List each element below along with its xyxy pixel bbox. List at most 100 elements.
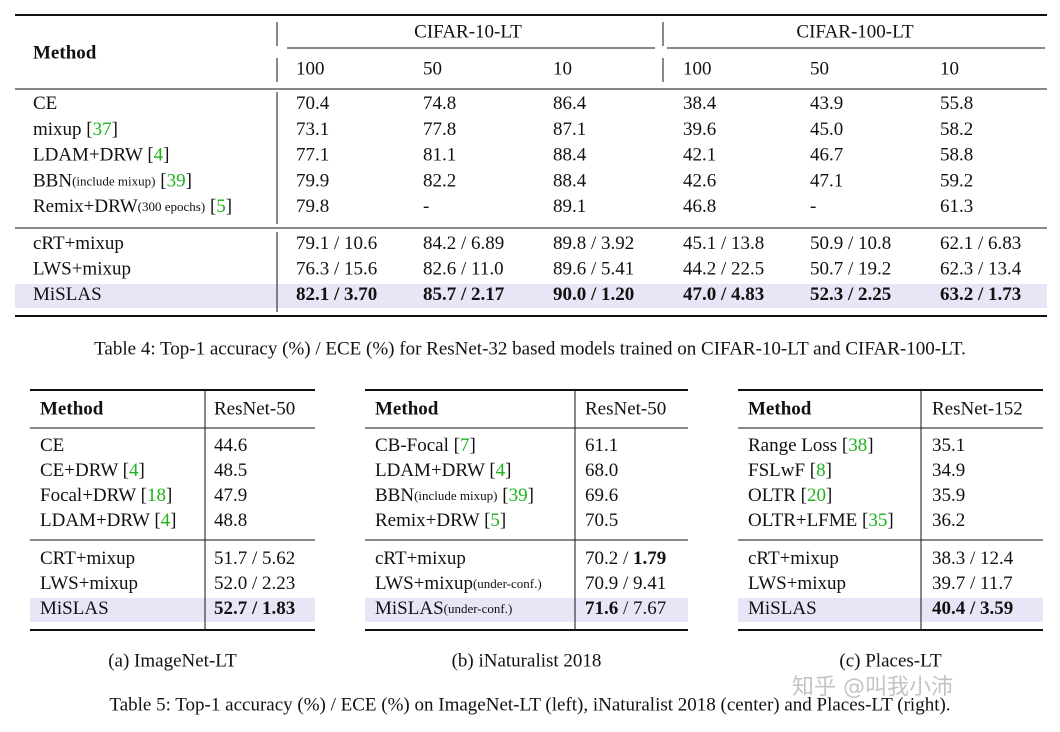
cell: 77.1 bbox=[296, 145, 329, 166]
text-run: 45.0 bbox=[810, 119, 843, 140]
text-run: LWS+mixup bbox=[748, 573, 846, 594]
text-run: 77.1 bbox=[296, 145, 329, 166]
text-run: ] bbox=[867, 435, 873, 456]
text-run: 69.6 bbox=[585, 485, 618, 506]
header-model: ResNet-50 bbox=[214, 398, 295, 419]
method-name: MiSLAS(under-conf.) bbox=[375, 598, 512, 619]
cell: 63.2 / 1.73 bbox=[940, 284, 1021, 305]
text-run: 44.2 / 22.5 bbox=[683, 259, 764, 280]
text-run: ] bbox=[166, 485, 172, 506]
cell: 47.1 bbox=[810, 171, 843, 192]
method-name: FSLwF [8] bbox=[748, 460, 832, 481]
cell: 48.5 bbox=[214, 460, 247, 481]
citation: 38 bbox=[848, 435, 867, 456]
cell: 73.1 bbox=[296, 119, 329, 140]
text-run: mixup [ bbox=[33, 119, 93, 140]
cell: 61.1 bbox=[585, 435, 618, 456]
cell: 51.7 / 5.62 bbox=[214, 548, 295, 569]
text-run: 1.79 bbox=[633, 548, 666, 569]
citation: 37 bbox=[93, 119, 112, 140]
text-run: 48.8 bbox=[214, 510, 247, 531]
method-name: Remix+DRW(300 epochs) [5] bbox=[33, 197, 232, 218]
cell: 87.1 bbox=[553, 119, 586, 140]
text-run: ] bbox=[528, 485, 534, 506]
cell: - bbox=[810, 197, 816, 218]
cell: 38.3 / 12.4 bbox=[932, 548, 1014, 569]
method-name: LDAM+DRW [4] bbox=[33, 145, 170, 166]
text-run: 89.6 / 5.41 bbox=[553, 259, 634, 280]
cell: 47.9 bbox=[214, 485, 247, 506]
text-run: LWS+mixup bbox=[375, 573, 473, 594]
header-ratio: 10 bbox=[553, 58, 572, 79]
cell: 86.4 bbox=[553, 93, 587, 114]
text-run: 79.9 bbox=[296, 171, 329, 192]
cell: 82.6 / 11.0 bbox=[423, 259, 504, 280]
text-run: ] bbox=[226, 197, 232, 218]
method-name: Remix+DRW [5] bbox=[375, 510, 506, 531]
cell: 71.6 / 7.67 bbox=[585, 598, 666, 619]
text-run: 39.6 bbox=[683, 119, 716, 140]
citation: 20 bbox=[807, 485, 826, 506]
cell: 44.2 / 22.5 bbox=[683, 259, 764, 280]
citation: 39 bbox=[509, 485, 528, 506]
citation: 4 bbox=[129, 460, 139, 481]
text-run: CRT+mixup bbox=[40, 548, 135, 569]
text-run: ] bbox=[139, 460, 145, 481]
cell: 47.0 / 4.83 bbox=[683, 284, 764, 305]
text-run: [ bbox=[205, 197, 216, 218]
method-name: Focal+DRW [18] bbox=[40, 485, 172, 506]
text-run: 52.0 / 2.23 bbox=[214, 573, 295, 594]
header-ratio: 50 bbox=[423, 58, 442, 79]
text-run: ] bbox=[887, 510, 893, 531]
text-run: 77.8 bbox=[423, 119, 456, 140]
text-run: 71.6 bbox=[585, 598, 618, 619]
text-run: CE bbox=[40, 435, 64, 456]
method-name: Range Loss [38] bbox=[748, 435, 874, 456]
cell: 46.7 bbox=[810, 145, 843, 166]
text-run: - bbox=[810, 197, 816, 218]
text-run: - bbox=[423, 197, 429, 218]
text-run: ] bbox=[469, 435, 475, 456]
text-run: MiSLAS bbox=[375, 598, 444, 619]
method-name: CE bbox=[33, 93, 57, 114]
text-run: ] bbox=[163, 145, 169, 166]
text-run: ] bbox=[186, 171, 192, 192]
text-run: 46.7 bbox=[810, 145, 843, 166]
text-run: 88.4 bbox=[553, 171, 587, 192]
text-run: 68.0 bbox=[585, 460, 618, 481]
text-run: OLTR+LFME [ bbox=[748, 510, 868, 531]
cell: 45.0 bbox=[810, 119, 843, 140]
text-run: 58.8 bbox=[940, 145, 973, 166]
text-run: 62.3 / 13.4 bbox=[940, 259, 1022, 280]
cell: 77.8 bbox=[423, 119, 456, 140]
text-run: 79.1 / 10.6 bbox=[296, 233, 377, 254]
cell: 58.2 bbox=[940, 119, 973, 140]
text-run: BBN bbox=[375, 485, 414, 506]
text-run: 47.0 / 4.83 bbox=[683, 284, 764, 305]
cell: 38.4 bbox=[683, 93, 717, 114]
text-run: MiSLAS bbox=[40, 598, 109, 619]
header-ratio: 100 bbox=[683, 58, 712, 79]
text-run: ] bbox=[500, 510, 506, 531]
text-run: 42.6 bbox=[683, 171, 716, 192]
text-run: Focal+DRW [ bbox=[40, 485, 147, 506]
text-run: ] bbox=[826, 485, 832, 506]
text-run: 82.2 bbox=[423, 171, 456, 192]
text-run: 35.9 bbox=[932, 485, 965, 506]
cell: 55.8 bbox=[940, 93, 973, 114]
cell: 40.4 / 3.59 bbox=[932, 598, 1013, 619]
text-run: 70.5 bbox=[585, 510, 618, 531]
text-run: Remix+DRW [ bbox=[375, 510, 490, 531]
cell: 88.4 bbox=[553, 145, 587, 166]
header-ratio: 100 bbox=[296, 58, 325, 79]
text-run: 86.4 bbox=[553, 93, 587, 114]
highlight-row bbox=[30, 598, 315, 622]
text-run: 79.8 bbox=[296, 197, 329, 218]
text-run: LDAM+DRW [ bbox=[40, 510, 161, 531]
cell: 84.2 / 6.89 bbox=[423, 233, 504, 254]
text-run: 88.4 bbox=[553, 145, 587, 166]
cell: 70.4 bbox=[296, 93, 330, 114]
citation: 5 bbox=[490, 510, 500, 531]
text-run: / 7.67 bbox=[618, 598, 666, 619]
cell: 89.1 bbox=[553, 197, 586, 218]
